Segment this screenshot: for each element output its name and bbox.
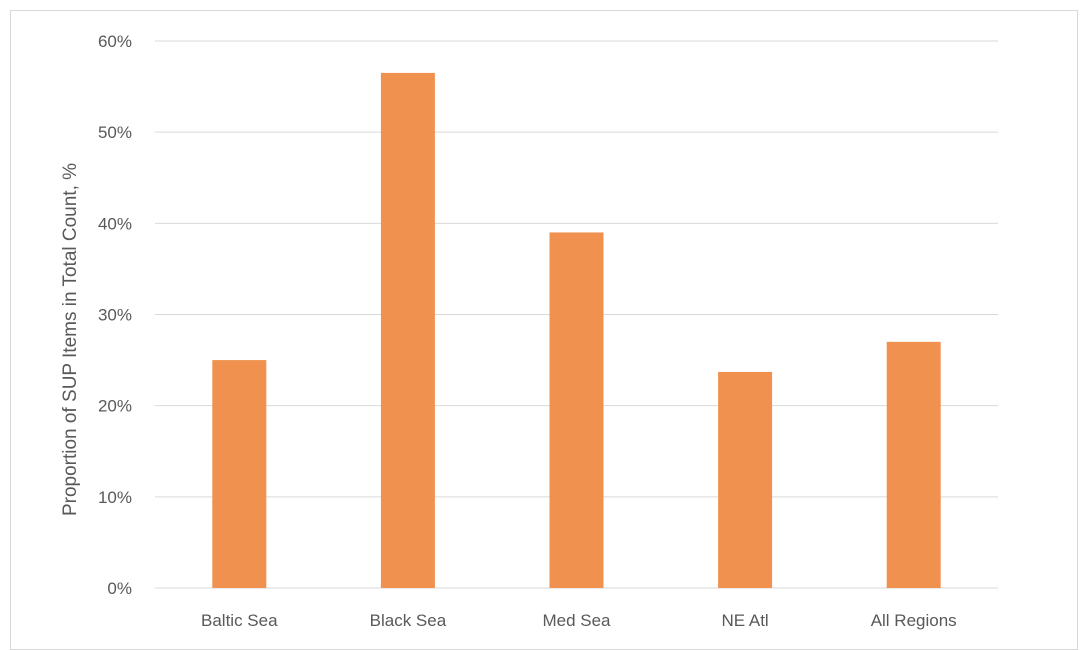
bar-black-sea	[380, 72, 435, 589]
bar-all-regions	[886, 341, 941, 588]
x-axis-ticks: Baltic Sea Black Sea Med Sea NE Atl All Regi…	[201, 611, 957, 630]
bars	[212, 72, 941, 589]
y-tick-label: 60%	[98, 32, 132, 51]
y-axis-ticks: 0% 10% 20% 30% 40% 50% 60%	[98, 32, 132, 598]
y-tick-label: 50%	[98, 123, 132, 142]
bar-baltic-sea	[212, 360, 267, 588]
y-tick-label: 20%	[98, 397, 132, 416]
x-tick-label: All Regions	[871, 611, 957, 630]
bar-med-sea	[549, 232, 604, 588]
x-tick-label: NE Atl	[721, 611, 768, 630]
bar-ne-atl	[718, 371, 773, 588]
gridlines	[155, 40, 998, 589]
y-axis-title: Proportion of SUP Items in Total Count, …	[60, 163, 81, 516]
y-tick-label: 30%	[98, 306, 132, 325]
y-tick-label: 40%	[98, 214, 132, 233]
x-tick-label: Black Sea	[370, 611, 447, 630]
x-tick-label: Baltic Sea	[201, 611, 278, 630]
y-tick-label: 0%	[107, 579, 132, 598]
x-tick-label: Med Sea	[542, 611, 611, 630]
y-tick-label: 10%	[98, 488, 132, 507]
